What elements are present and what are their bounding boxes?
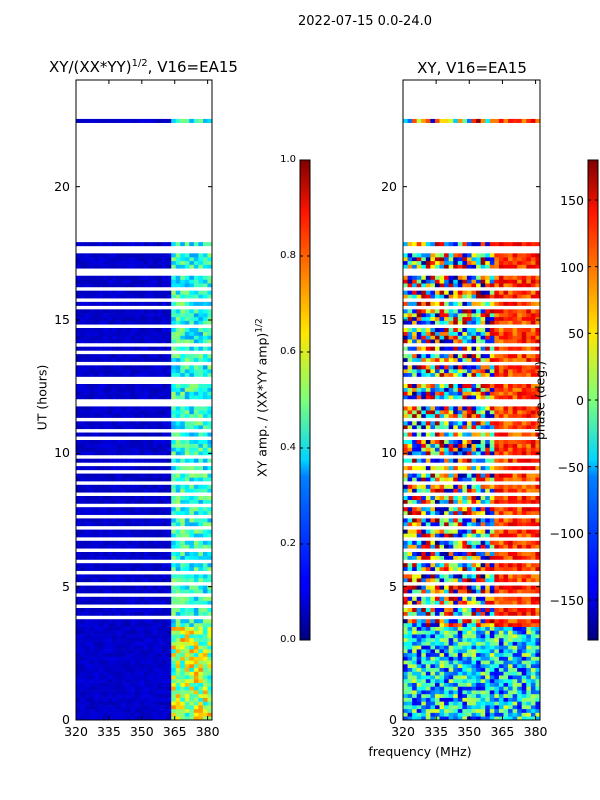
y-tick-label: 5: [389, 578, 397, 594]
y-tick-label: 20: [54, 178, 70, 194]
y-tick-label: 0: [62, 712, 70, 727]
y-tick-label: 20: [381, 178, 397, 194]
colorbar-tick-label: −150: [549, 593, 584, 608]
x-tick-label: 350: [457, 724, 482, 739]
colorbar-tick-label: −100: [549, 526, 584, 542]
x-tick-label: 365: [162, 724, 187, 739]
left-title-sup: 1/2: [131, 58, 148, 69]
y-tick-label: 0: [389, 712, 397, 727]
left-title-rest: , V16=EA15: [147, 58, 238, 76]
y-tick-label: 10: [54, 445, 70, 461]
x-tick-label: 380: [523, 724, 548, 739]
right-panel-title: XY, V16=EA15: [417, 59, 527, 77]
colorbar-left-label: XY amp. / (XX*YY amp)1/2: [254, 318, 269, 478]
colorbar-tick-label: 0.8: [280, 250, 296, 261]
colorbar-tick-label: −50: [557, 459, 584, 475]
cb1-label-sup: 1/2: [254, 318, 265, 333]
left-heatmap-image: [76, 118, 213, 721]
colorbar-right-label: phase (deg.): [532, 361, 548, 440]
colorbar-tick-label: 0.2: [280, 538, 296, 549]
colorbar-tick-label: 0: [576, 393, 584, 408]
right-axes-frame: [402, 79, 541, 721]
right-heatmap-image: [403, 118, 541, 721]
x-tick-label: 335: [424, 724, 449, 739]
colorbar-tick-label: 0.6: [280, 346, 296, 357]
x-tick-label: 320: [64, 724, 88, 739]
x-tick-label: 350: [129, 724, 154, 739]
left-title-main: XY/(XX*YY): [49, 58, 132, 76]
cb1-label-main: XY amp. / (XX*YY amp): [254, 332, 270, 477]
figure-suptitle: 2022-07-15 0.0-24.0: [298, 14, 432, 29]
tick-marks: [75, 80, 540, 721]
colorbars: [299, 159, 599, 641]
left-ylabel: UT (hours): [34, 364, 50, 431]
left-axes-frame: [75, 79, 213, 721]
shared-xlabel: frequency (MHz): [368, 744, 472, 759]
left-panel-title: XY/(XX*YY)1/2, V16=EA15: [49, 58, 238, 76]
y-tick-label: 5: [62, 578, 70, 594]
colorbar-left: [299, 159, 311, 641]
x-tick-label: 365: [490, 724, 515, 739]
y-tick-label: 15: [54, 312, 70, 327]
x-tick-label: 335: [96, 724, 121, 739]
colorbar-tick-label: 0.4: [280, 442, 296, 453]
x-tick-label: 320: [391, 724, 415, 739]
colorbar-tick-label: 150: [560, 193, 584, 208]
x-tick-label: 380: [195, 724, 220, 739]
axes-frames: [75, 79, 541, 721]
colorbar-tick-label: 1.0: [280, 154, 296, 165]
colorbar-tick-label: 0.0: [280, 634, 296, 645]
y-tick-label: 15: [381, 312, 397, 327]
y-tick-label: 10: [381, 445, 397, 461]
colorbar-tick-label: 50: [568, 326, 584, 342]
colorbar-tick-label: 100: [560, 259, 584, 275]
